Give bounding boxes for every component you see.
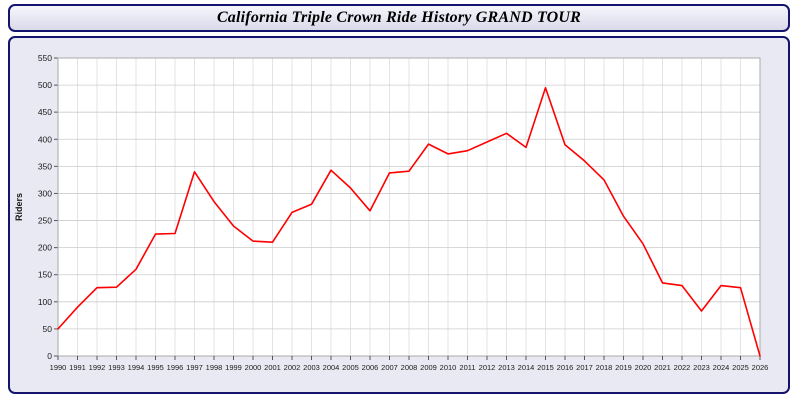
y-tick-label: 350 [38, 161, 52, 171]
x-tick-label: 1996 [167, 363, 184, 372]
x-tick-label: 2021 [654, 363, 671, 372]
x-tick-label: 2015 [537, 363, 554, 372]
y-tick-label: 500 [38, 80, 52, 90]
x-tick-label: 2001 [264, 363, 281, 372]
x-tick-label: 2023 [693, 363, 710, 372]
x-tick-label: 2005 [342, 363, 359, 372]
x-tick-label: 2020 [635, 363, 652, 372]
chart-panel: 0 50 100 150 200 250 300 350 400 450 500 550 1990 199… [8, 36, 790, 394]
x-tick-label: 2017 [576, 363, 593, 372]
x-tick-label: 1994 [128, 363, 145, 372]
y-tick-label: 450 [38, 107, 52, 117]
x-tick-label: 2003 [303, 363, 320, 372]
x-tick-label: 1999 [225, 363, 242, 372]
x-tick-label: 2025 [732, 363, 749, 372]
x-tick-label: 2018 [596, 363, 613, 372]
y-tick-label: 400 [38, 134, 52, 144]
x-tick-label: 1995 [147, 363, 164, 372]
x-tick-label: 2019 [615, 363, 632, 372]
x-tick-label: 2010 [440, 363, 457, 372]
y-tick-label: 250 [38, 216, 52, 226]
x-tick-label: 2013 [498, 363, 515, 372]
riders-line-series [57, 86, 761, 357]
y-tick-label: 50 [43, 324, 53, 334]
x-tick-label: 2014 [518, 363, 535, 372]
x-tick-label: 2011 [459, 363, 475, 372]
x-tick-label: 2006 [362, 363, 379, 372]
y-tick-label: 300 [38, 188, 52, 198]
y-axis-label: Riders [14, 193, 24, 221]
chart-title: California Triple Crown Ride History GRA… [216, 9, 582, 26]
x-tick-label: 2016 [557, 363, 574, 372]
y-tick-label: 100 [38, 297, 52, 307]
x-tick-label: 2007 [381, 363, 398, 372]
chart-title-bar: California Triple Crown Ride History GRA… [8, 4, 790, 32]
x-tick-label: 2024 [713, 363, 730, 372]
x-tick-label: 1998 [206, 363, 223, 372]
x-tick-label: 2009 [420, 363, 437, 372]
x-tick-label: 2008 [401, 363, 418, 372]
y-tick-label: 550 [38, 53, 52, 63]
x-tick-label: 1991 [69, 363, 86, 372]
x-tick-label: 2022 [674, 363, 691, 372]
y-tick-label: 150 [38, 270, 52, 280]
y-tick-label: 200 [38, 243, 52, 253]
x-tick-label: 1997 [186, 363, 203, 372]
x-tick-label: 2004 [323, 363, 340, 372]
x-tick-label: 1993 [108, 363, 125, 372]
x-tick-label: 2000 [245, 363, 262, 372]
x-tick-label: 2002 [284, 363, 301, 372]
x-tick-label: 1992 [89, 363, 106, 372]
y-tick-label: 0 [47, 351, 52, 361]
x-tick-label: 1990 [50, 363, 67, 372]
x-tick-label: 2012 [479, 363, 496, 372]
x-tick-label: 2026 [752, 363, 769, 372]
